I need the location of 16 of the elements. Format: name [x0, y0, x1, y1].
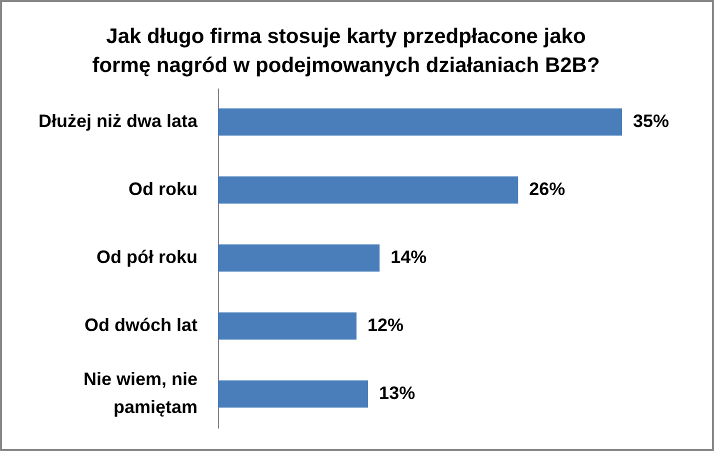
y-tick-label: Nie wiem, nie pamiętam: [83, 369, 198, 417]
data-label: 13%: [379, 383, 416, 403]
chart-title: Jak długo firma stosuje karty przedpłacone jako formę nagród w podejmowanych działaniach B2B?: [92, 25, 600, 77]
bar: [218, 108, 622, 136]
data-label: 12%: [368, 315, 404, 335]
y-tick-label: Od roku: [128, 179, 198, 199]
y-tick-label: Dłużej niż dwa lata: [38, 111, 198, 131]
data-label: 14%: [390, 247, 427, 267]
y-tick-label: Od dwóch lat: [84, 315, 198, 335]
bar: [218, 244, 380, 272]
bar: [218, 312, 357, 340]
bar: [218, 176, 518, 204]
data-label: 26%: [529, 179, 566, 199]
data-label: 35%: [633, 111, 670, 131]
bar: [218, 380, 368, 408]
y-tick-label: Od pół roku: [96, 247, 198, 267]
